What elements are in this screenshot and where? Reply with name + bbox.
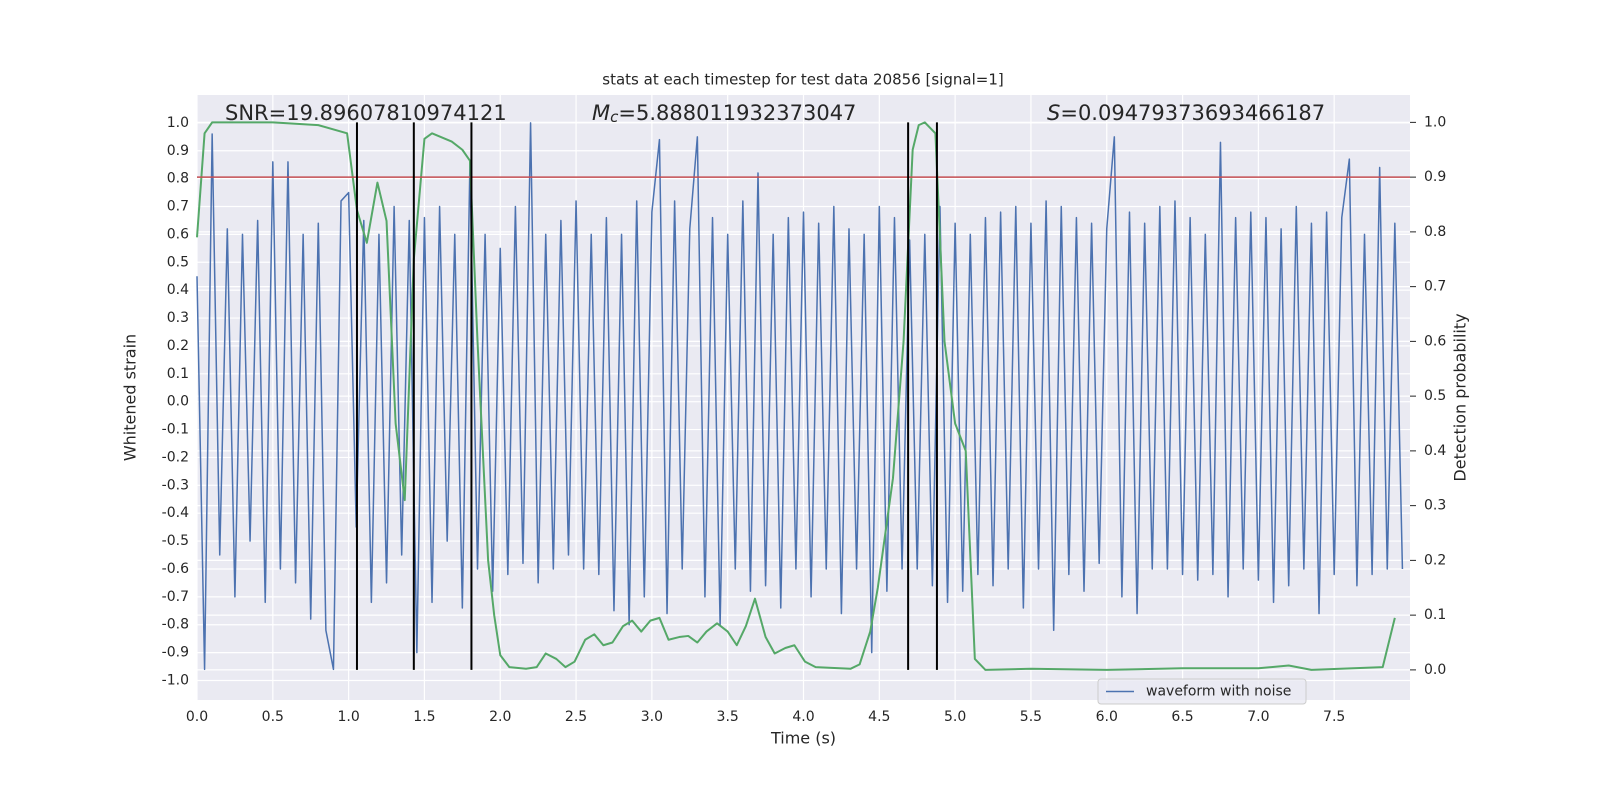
x-tick-label: 1.5 — [413, 709, 435, 725]
y-tick-label: 0.4 — [167, 282, 189, 298]
legend-label: waveform with noise — [1146, 684, 1291, 700]
y2-tick-label: 0.5 — [1424, 388, 1446, 404]
y-tick-label: 0.7 — [167, 199, 189, 215]
y-tick-label: 0.6 — [167, 226, 189, 242]
annotation-text: =0.09479373693466187 — [1060, 101, 1325, 125]
y2-tick-label: 0.2 — [1424, 552, 1446, 568]
x-tick-label: 6.5 — [1171, 709, 1193, 725]
y2-tick-label: 0.1 — [1424, 607, 1446, 623]
y-tick-label: -0.2 — [162, 449, 189, 465]
y-tick-label: -0.8 — [162, 617, 189, 633]
x-tick-label: 3.5 — [717, 709, 739, 725]
y2-tick-label: 1.0 — [1424, 114, 1446, 130]
y-tick-label: -0.6 — [162, 561, 189, 577]
series-line — [196, 122, 1404, 671]
y2-axis-label: Detection probability — [1451, 313, 1470, 481]
y-tick-label: -0.4 — [162, 505, 189, 521]
y-tick-label: 1.0 — [167, 115, 189, 131]
x-tick-label: 5.0 — [944, 709, 966, 725]
x-tick-label: 0.0 — [186, 709, 208, 725]
x-tick-label: 4.0 — [792, 709, 814, 725]
y2-tick-label: 0.7 — [1424, 279, 1446, 295]
x-tick-label: 2.0 — [489, 709, 511, 725]
x-tick-label: 6.0 — [1096, 709, 1118, 725]
y2-tick-label: 0.4 — [1424, 443, 1446, 459]
y-tick-label: -0.3 — [162, 477, 189, 493]
annotation: S=0.09479373693466187 — [1047, 101, 1325, 125]
y-tick-label: 0.9 — [167, 143, 189, 159]
x-axis-label: Time (s) — [770, 729, 836, 748]
y2-tick-label: 0.3 — [1424, 498, 1446, 514]
x-tick-label: 3.0 — [641, 709, 663, 725]
y-tick-label: 0.8 — [167, 171, 189, 187]
x-tick-label: 4.5 — [868, 709, 890, 725]
annotation-text: =5.888011932373047 — [618, 101, 856, 125]
x-tick-label: 5.5 — [1020, 709, 1042, 725]
annotation-subscript: c — [610, 108, 619, 126]
series-line — [196, 121, 1396, 671]
y2-tick-label: 0.8 — [1424, 224, 1446, 240]
annotation: Mc=5.888011932373047 — [592, 101, 856, 126]
y-tick-label: -1.0 — [162, 672, 189, 688]
y-axis-label: Whitened strain — [121, 334, 140, 461]
y2-tick-label: 0.6 — [1424, 333, 1446, 349]
y-tick-label: -0.9 — [162, 645, 189, 661]
x-tick-label: 7.0 — [1247, 709, 1269, 725]
y-tick-label: 0.3 — [167, 310, 189, 326]
x-tick-label: 1.0 — [337, 709, 359, 725]
annotation-text: SNR=19.89607810974121 — [225, 101, 507, 125]
legend-box — [1097, 678, 1307, 705]
y2-tick-label: 0.9 — [1424, 169, 1446, 185]
y2-tick-label: 0.0 — [1424, 662, 1446, 678]
y-tick-label: -0.1 — [162, 422, 189, 438]
x-tick-label: 2.5 — [565, 709, 587, 725]
chart-title: stats at each timestep for test data 208… — [602, 71, 1003, 89]
y-tick-label: 0.2 — [167, 338, 189, 354]
x-tick-label: 0.5 — [262, 709, 284, 725]
y-tick-label: -0.7 — [162, 589, 189, 605]
y-tick-label: 0.1 — [167, 366, 189, 382]
y-tick-label: 0.0 — [167, 394, 189, 410]
annotation: SNR=19.89607810974121 — [225, 101, 507, 125]
annotation-symbol: M — [592, 101, 610, 125]
y-tick-label: -0.5 — [162, 533, 189, 549]
x-tick-label: 7.5 — [1323, 709, 1345, 725]
y-tick-label: 0.5 — [167, 254, 189, 270]
annotation-symbol: S — [1047, 101, 1060, 125]
